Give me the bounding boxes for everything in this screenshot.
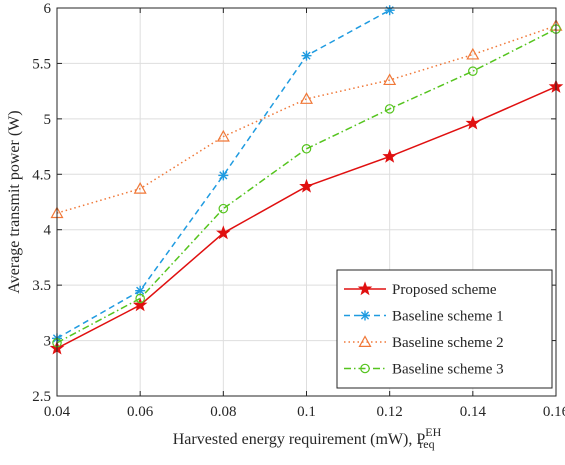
x-axis-label: Harvested energy requirement (mW), PEH re… [173,425,442,451]
legend-swatch-marker [360,363,370,374]
data-point [382,148,397,163]
legend-label: Baseline scheme 3 [392,362,504,378]
data-point [383,73,397,86]
x-tick-label: 0.04 [44,404,71,420]
x-tick-label: 0.06 [127,404,154,420]
data-point [133,181,147,194]
legend-items: Proposed scheme Baseline scheme 1 Baseline… [344,281,504,378]
legend-item: Proposed scheme [344,281,497,298]
series-line [56,25,557,214]
legend-label: Proposed scheme [392,282,497,298]
legend-item: Baseline scheme 2 [344,335,504,351]
legend-label: Baseline scheme 1 [392,309,504,325]
data-point [216,129,230,142]
y-tick-label: 2.5 [32,389,51,405]
series-line [56,9,391,340]
y-tick-label: 4.5 [32,167,51,183]
legend-item: Baseline scheme 3 [344,362,504,378]
y-tick-label: 3 [44,334,52,350]
data-point [132,297,148,312]
legend-swatch-marker [360,310,370,321]
data-point [299,178,314,193]
data-point [135,293,145,304]
data-point [466,47,480,60]
y-tick-label: 4 [44,223,52,239]
data-point [384,104,395,114]
y-tick-labels: 2.5 3 3.5 4 4.5 5 5.5 6 [32,1,51,405]
y-axis-label: Average transmit power (W) [6,110,23,293]
y-tick-label: 5.5 [32,56,51,72]
y-tick-label: 3.5 [32,278,51,294]
legend-label: Baseline scheme 2 [392,335,504,351]
series-line [56,28,557,344]
legend-swatch-marker [358,335,372,347]
data-point [299,92,314,104]
y-tick-label: 5 [44,112,52,128]
data-point [465,115,481,130]
data-point [218,203,229,214]
data-point [301,143,312,154]
x-tick-labels: 0.04 0.06 0.08 0.1 0.12 0.14 0.16 [44,404,565,420]
data-point [384,5,395,16]
plot-frame [56,7,557,397]
x-tick-label: 0.16 [543,404,565,420]
data-point [218,170,229,181]
data-point [468,66,478,76]
x-axis-label-main: Harvested energy requirement (mW), P [173,431,426,448]
x-axis-label-superscript: EH [425,425,441,439]
x-tick-label: 0.12 [377,404,403,420]
x-axis-label-subscript: req [419,437,434,451]
data-point [301,50,312,61]
legend-item: Baseline scheme 1 [344,309,504,325]
legend-swatch-marker [357,281,373,296]
y-tick-label: 6 [44,1,52,17]
x-tick-label: 0.14 [460,404,487,420]
series-3 [50,19,563,219]
data-point [216,225,231,240]
x-tick-label: 0.1 [297,404,316,420]
x-tick-label: 0.08 [210,404,236,420]
legend: Proposed scheme Baseline scheme 1 Baseline… [336,269,553,389]
